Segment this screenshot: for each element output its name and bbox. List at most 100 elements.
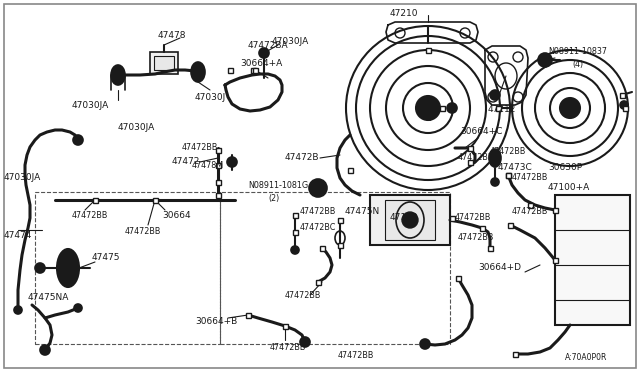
Text: 47472BB: 47472BB [490, 148, 526, 157]
Circle shape [40, 345, 50, 355]
Text: (2): (2) [268, 193, 279, 202]
Circle shape [14, 306, 22, 314]
Text: (4): (4) [572, 61, 583, 70]
Text: 30664+A: 30664+A [240, 60, 282, 68]
Circle shape [74, 304, 82, 312]
Text: 47030JA: 47030JA [118, 124, 156, 132]
Bar [93, 198, 97, 202]
Text: 47475N: 47475N [345, 208, 380, 217]
Circle shape [620, 101, 628, 109]
Text: 47472BB: 47472BB [300, 208, 337, 217]
Text: 47472BC: 47472BC [300, 224, 337, 232]
Ellipse shape [111, 65, 125, 85]
Bar [246, 312, 250, 317]
Bar [488, 246, 493, 250]
Bar [216, 180, 221, 185]
Text: 47212: 47212 [488, 106, 516, 115]
Text: 47472BB: 47472BB [182, 144, 218, 153]
Bar [348, 167, 353, 173]
Circle shape [35, 263, 45, 273]
Bar [154, 56, 174, 70]
Bar [316, 279, 321, 285]
Text: 47100+A: 47100+A [548, 183, 590, 192]
Ellipse shape [57, 249, 79, 287]
Text: 47472BB: 47472BB [458, 234, 494, 243]
Bar [35, 192, 220, 344]
Circle shape [491, 178, 499, 186]
Text: 47472BB: 47472BB [270, 343, 307, 353]
Text: 47030JA: 47030JA [4, 173, 41, 183]
Circle shape [73, 135, 83, 145]
Text: 47472BB: 47472BB [338, 350, 374, 359]
Circle shape [309, 179, 327, 197]
Bar [495, 106, 500, 110]
Text: 47030JA: 47030JA [272, 38, 309, 46]
Circle shape [402, 212, 418, 228]
Bar [620, 93, 625, 97]
Text: 47100: 47100 [390, 214, 419, 222]
Circle shape [560, 98, 580, 118]
Text: 47475: 47475 [92, 253, 120, 263]
Bar [479, 225, 484, 231]
Bar [527, 202, 532, 208]
Circle shape [490, 90, 500, 100]
Bar [292, 230, 298, 234]
Text: 47472BB: 47472BB [125, 228, 161, 237]
Text: N08911-1081G: N08911-1081G [248, 180, 308, 189]
Text: 30664+B: 30664+B [195, 317, 237, 327]
Bar [506, 173, 511, 177]
Ellipse shape [191, 62, 205, 82]
Text: 47475NA: 47475NA [28, 294, 69, 302]
Bar [467, 160, 472, 164]
Bar [292, 212, 298, 218]
Bar [426, 48, 431, 52]
Bar [152, 198, 157, 202]
Text: 47472BB: 47472BB [72, 211, 108, 219]
Text: 47472BB: 47472BB [512, 208, 548, 217]
Circle shape [291, 246, 299, 254]
Text: A:70A0P0R: A:70A0P0R [565, 353, 607, 362]
Bar [385, 200, 435, 240]
Text: 30664+D: 30664+D [478, 263, 521, 273]
Bar [216, 163, 221, 167]
Text: N08911-10837: N08911-10837 [548, 48, 607, 57]
Ellipse shape [489, 149, 501, 167]
Text: 47472BB: 47472BB [285, 291, 321, 299]
Bar [456, 276, 461, 280]
Bar [449, 215, 454, 221]
Bar [337, 243, 342, 247]
Circle shape [227, 157, 237, 167]
Text: 47472B: 47472B [285, 153, 319, 161]
Circle shape [447, 103, 457, 113]
Text: 47472: 47472 [172, 157, 200, 167]
Text: 47474: 47474 [4, 231, 33, 240]
Bar [337, 218, 342, 222]
Bar [623, 106, 627, 110]
Circle shape [259, 48, 269, 58]
Text: 47478: 47478 [158, 32, 186, 41]
Text: 30630P: 30630P [548, 164, 582, 173]
Bar [555, 195, 630, 325]
Bar [216, 192, 221, 198]
Bar [370, 195, 450, 245]
Bar [282, 324, 287, 328]
Text: 47478M: 47478M [192, 160, 224, 170]
Circle shape [420, 339, 430, 349]
Bar [253, 67, 257, 73]
Bar [467, 145, 472, 151]
Text: 47030J: 47030J [195, 93, 227, 102]
Text: 47210: 47210 [390, 10, 419, 19]
Bar [440, 106, 445, 110]
Text: 30664+C: 30664+C [460, 128, 502, 137]
Text: 47472BB: 47472BB [512, 173, 548, 183]
Text: 47473C: 47473C [498, 164, 532, 173]
Bar [250, 67, 255, 73]
Circle shape [538, 53, 552, 67]
Bar [513, 352, 518, 356]
Circle shape [300, 337, 310, 347]
Bar [552, 208, 557, 212]
Bar [216, 148, 221, 153]
Bar [319, 246, 324, 250]
Text: 30664: 30664 [162, 211, 191, 219]
Bar [150, 52, 178, 74]
